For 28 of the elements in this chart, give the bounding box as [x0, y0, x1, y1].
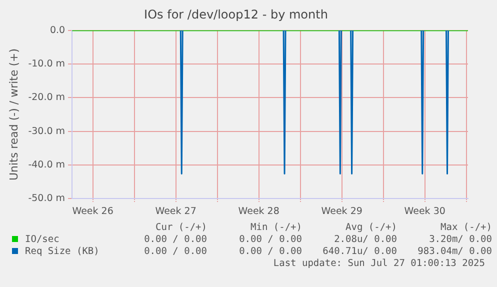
x-tick-label: Week 26	[72, 206, 114, 217]
text: Max (-/+)	[440, 221, 492, 233]
text: Cur (-/+)	[154, 221, 207, 233]
text: 2.08u/ 0.00	[333, 233, 397, 245]
text: 0.00 / 0.00	[238, 233, 302, 245]
text: 3.20m/ 0.00	[428, 233, 492, 245]
text: 0.00 / 0.00	[143, 233, 207, 245]
y-tick-label: -20.0 m	[28, 92, 66, 104]
chart-title: IOs for /dev/loop12 - by month	[144, 7, 328, 22]
text: Min (-/+)	[250, 221, 302, 233]
text: 0.00 / 0.00	[143, 245, 207, 257]
x-tick-label: Week 30	[404, 206, 446, 217]
y-tick-label: -30.0 m	[28, 126, 66, 137]
y-tick-label: -40.0 m	[28, 159, 66, 170]
x-tick-label: Week 28	[238, 206, 280, 217]
text: Avg (-/+)	[344, 221, 397, 233]
text: 983.04m/ 0.00	[416, 245, 492, 257]
y-axis-title: Units read (-) / write (+)	[7, 48, 20, 181]
y-tick-label: 0.0	[50, 24, 66, 36]
legend-label: IO/sec	[24, 233, 60, 245]
x-tick-label: Week 29	[321, 206, 362, 217]
text: Last update: Sun Jul 27 01:00:13 2025	[273, 258, 485, 269]
y-tick-label: -10.0 m	[28, 58, 66, 70]
x-tick-label: Week 27	[155, 206, 196, 217]
text: 640.71u/ 0.00	[322, 245, 397, 257]
text: 0.00 / 0.00	[238, 245, 302, 257]
y-tick-label: -50.0 m	[28, 193, 66, 204]
legend-label: Req Size (KB)	[24, 245, 100, 257]
